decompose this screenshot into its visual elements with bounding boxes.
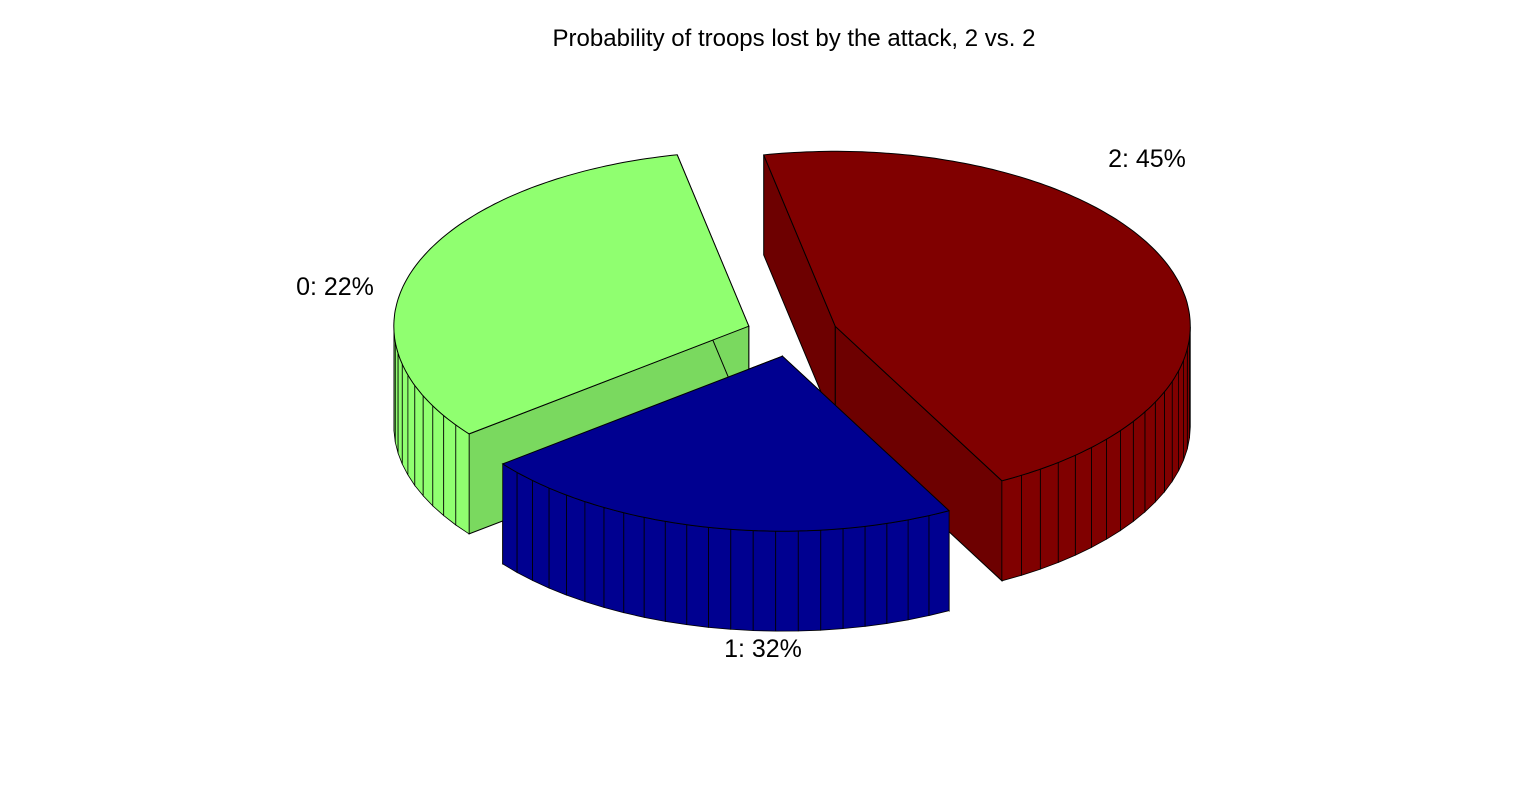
slice-1-side-facet [401,364,409,476]
slice-2-side-facet [1120,420,1134,532]
slice-2-side-facet [1132,411,1146,523]
slice-1-top [393,154,750,435]
slice-0-side-facet [864,523,888,627]
slice-0-side-facet [886,519,909,624]
slice-2-label: 2: 45% [1108,145,1186,173]
slice-0-side-facet [584,501,605,609]
slice-2-side-facet [1021,468,1041,576]
slice-0-side-facet [603,506,625,614]
chart-title: Probability of troops lost by the attack… [553,25,1036,52]
slice-0-side-facet [623,512,645,618]
slice-0-side-facet [516,471,533,582]
slice-2-side-facet [1106,429,1121,540]
slice-2-side-facet [1154,390,1165,504]
slice-2-side-facet [1091,438,1107,549]
slice-0-side-facet [708,526,732,630]
slice-0-side-facet [797,529,822,632]
slice-2-side-facet [1144,401,1156,513]
slice-2-side-facet [1001,474,1022,582]
slice-1-side-facet [432,405,445,517]
slice-2-side-facet [1039,461,1059,570]
slice-1-side-facet [397,353,403,465]
slice-1-side-facet [455,424,470,535]
slice-0-side-facet [752,530,777,632]
slice-1-label: 1: 32% [724,635,802,663]
pie-tops [393,150,1191,532]
slice-0-side-facet [730,528,754,632]
slice-1-side-facet [443,414,457,526]
slice-2-side-facet [1178,359,1184,471]
slice-0-side-facet [686,524,709,628]
pie-labels: 0: 22% 1: 32% 2: 45% [296,145,1186,663]
slice-0-side-facet [664,520,688,626]
slice-0-side-facet [643,516,666,622]
slice-0-side-facet [928,510,950,617]
slice-0-side-facet [548,487,567,596]
slice-0-side-facet [566,494,586,603]
slice-2-top [762,150,1191,482]
slice-0-side-facet [907,515,930,621]
slice-0-side-facet [532,479,550,589]
slice-2-side-facet [1171,369,1179,483]
slice-0-top [501,355,951,532]
slice-0-label: 0: 22% [296,273,374,301]
slice-2-side-facet [1164,380,1173,494]
slice-1-side-facet [414,384,424,497]
slice-1-side-facet [407,373,416,487]
slice-0-side-facet [820,528,844,631]
slice-1-side-facet [422,394,434,507]
slice-0-side-facet [775,530,799,632]
slice-2-side-facet [1057,454,1076,564]
slice-2-side-facet [1074,446,1092,556]
slice-0-side-facet [502,463,518,574]
slice-2-side-facet [1183,348,1188,461]
slice-0-side-facet [842,525,866,630]
slice-1-side-facet [394,342,399,454]
